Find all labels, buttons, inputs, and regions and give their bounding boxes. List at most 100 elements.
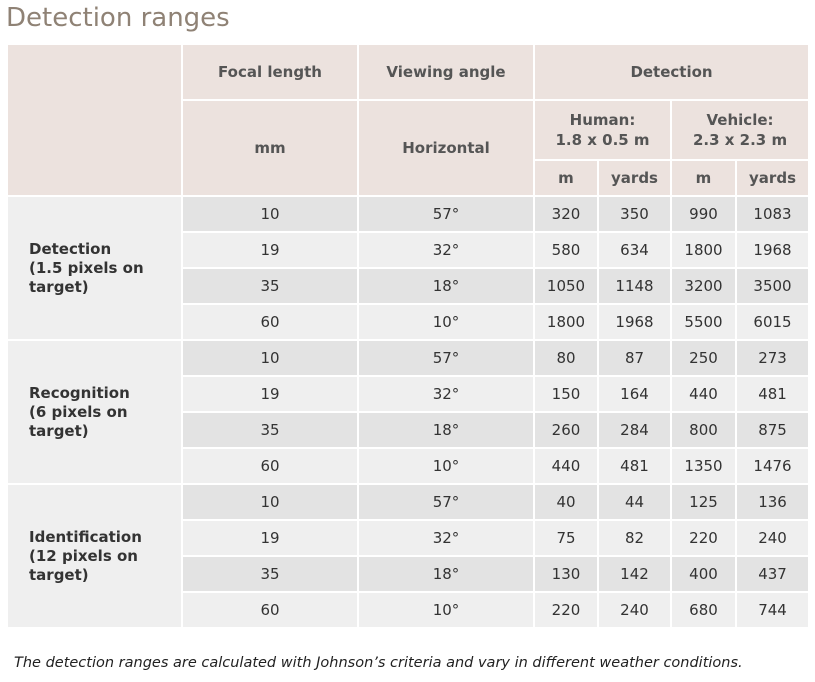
focal-length-cell: 19 — [181, 231, 359, 269]
viewing-angle-cell: 32° — [357, 519, 535, 557]
human-yards-cell: 82 — [597, 519, 672, 557]
vehicle-m-cell: 990 — [670, 195, 737, 233]
viewing-angle-cell: 57° — [357, 483, 535, 521]
human-m-cell: 320 — [533, 195, 599, 233]
vehicle-yards-cell: 136 — [734, 483, 811, 521]
vehicle-yards-cell: 744 — [734, 591, 811, 629]
focal-length-cell: 35 — [181, 267, 359, 305]
vehicle-yards-cell: 273 — [734, 339, 811, 377]
table-row: 35 18° 1050 1148 3200 3500 — [7, 267, 811, 305]
table-row: 60 10° 1800 1968 5500 6015 — [7, 303, 811, 341]
human-yards-cell: 142 — [597, 555, 672, 593]
mm-header: mm — [181, 99, 359, 197]
vehicle-m-cell: 680 — [670, 591, 737, 629]
table-row: 60 10° 440 481 1350 1476 — [7, 447, 811, 485]
table-row: 19 32° 580 634 1800 1968 — [7, 231, 811, 269]
unit-header-vehicle-yards: yards — [734, 159, 811, 197]
vehicle-m-cell: 440 — [670, 375, 737, 413]
viewing-angle-cell: 57° — [357, 195, 535, 233]
group-label: Identification (12 pixels on target) — [6, 483, 183, 629]
human-m-cell: 40 — [533, 483, 599, 521]
footnote: The detection ranges are calculated with… — [14, 655, 743, 671]
human-m-cell: 440 — [533, 447, 599, 485]
focal-length-cell: 10 — [181, 339, 359, 377]
human-yards-cell: 1968 — [597, 303, 672, 341]
detection-header: Detection — [532, 43, 811, 101]
table-row: 35 18° 260 284 800 875 — [7, 411, 811, 449]
vehicle-m-cell: 250 — [670, 339, 737, 377]
focal-length-cell: 19 — [181, 375, 359, 413]
table-row: 35 18° 130 142 400 437 — [7, 555, 811, 593]
vehicle-yards-cell: 1968 — [734, 231, 811, 269]
vehicle-yards-cell: 240 — [734, 519, 811, 557]
table-row: 19 32° 150 164 440 481 — [7, 375, 811, 413]
focal-length-cell: 10 — [181, 483, 359, 521]
group-label: Recognition (6 pixels on target) — [6, 339, 183, 485]
human-yards-cell: 350 — [597, 195, 672, 233]
focal-length-cell: 60 — [181, 447, 359, 485]
human-m-cell: 80 — [533, 339, 599, 377]
vehicle-yards-cell: 1083 — [734, 195, 811, 233]
vehicle-yards-cell: 481 — [734, 375, 811, 413]
human-yards-cell: 164 — [597, 375, 672, 413]
detection-ranges-table: Focal length Viewing angle Detection mm … — [6, 43, 811, 629]
vehicle-yards-cell: 437 — [734, 555, 811, 593]
human-yards-cell: 240 — [597, 591, 672, 629]
vehicle-m-cell: 1800 — [670, 231, 737, 269]
viewing-angle-cell: 32° — [357, 375, 535, 413]
viewing-angle-cell: 57° — [357, 339, 535, 377]
corner-cell — [6, 43, 183, 197]
viewing-angle-cell: 18° — [357, 267, 535, 305]
human-m-cell: 220 — [533, 591, 599, 629]
unit-header-human-m: m — [533, 159, 599, 197]
viewing-angle-header: Viewing angle — [357, 43, 535, 101]
vehicle-m-cell: 800 — [670, 411, 737, 449]
focal-length-cell: 10 — [181, 195, 359, 233]
human-m-cell: 580 — [533, 231, 599, 269]
vehicle-m-cell: 1350 — [670, 447, 737, 485]
human-yards-cell: 284 — [597, 411, 672, 449]
viewing-angle-cell: 10° — [357, 447, 535, 485]
focal-length-header: Focal length — [181, 43, 359, 101]
human-yards-cell: 87 — [597, 339, 672, 377]
viewing-angle-cell: 18° — [357, 411, 535, 449]
human-yards-cell: 1148 — [597, 267, 672, 305]
table-row: 60 10° 220 240 680 744 — [7, 591, 811, 629]
human-m-cell: 75 — [533, 519, 599, 557]
vehicle-m-cell: 3200 — [670, 267, 737, 305]
human-m-cell: 130 — [533, 555, 599, 593]
page-title: Detection ranges — [6, 3, 230, 33]
table-header: Focal length Viewing angle Detection mm … — [6, 43, 811, 197]
focal-length-cell: 35 — [181, 411, 359, 449]
vehicle-yards-cell: 6015 — [734, 303, 811, 341]
viewing-angle-cell: 18° — [357, 555, 535, 593]
focal-length-cell: 35 — [181, 555, 359, 593]
horizontal-header: Horizontal — [357, 99, 535, 197]
unit-header-human-yards: yards — [597, 159, 672, 197]
table-row: 19 32° 75 82 220 240 — [7, 519, 811, 557]
vehicle-header: Vehicle: 2.3 x 2.3 m — [669, 99, 811, 161]
human-m-cell: 1050 — [533, 267, 599, 305]
vehicle-yards-cell: 1476 — [734, 447, 811, 485]
viewing-angle-cell: 32° — [357, 231, 535, 269]
vehicle-m-cell: 400 — [670, 555, 737, 593]
group-label: Detection (1.5 pixels on target) — [6, 195, 183, 341]
vehicle-m-cell: 5500 — [670, 303, 737, 341]
human-yards-cell: 634 — [597, 231, 672, 269]
human-m-cell: 1800 — [533, 303, 599, 341]
table-body: Detection (1.5 pixels on target) 10 57° 320… — [6, 195, 811, 629]
human-m-cell: 260 — [533, 411, 599, 449]
table-row: Detection (1.5 pixels on target) 10 57° 320… — [6, 195, 811, 341]
focal-length-cell: 60 — [181, 303, 359, 341]
viewing-angle-cell: 10° — [357, 591, 535, 629]
table-row: Recognition (6 pixels on target) 10 57° 80 8… — [6, 339, 811, 485]
human-yards-cell: 481 — [597, 447, 672, 485]
table-row: Identification (12 pixels on target) 10 57… — [6, 483, 811, 629]
focal-length-cell: 60 — [181, 591, 359, 629]
vehicle-m-cell: 125 — [670, 483, 737, 521]
focal-length-cell: 19 — [181, 519, 359, 557]
human-yards-cell: 44 — [597, 483, 672, 521]
vehicle-yards-cell: 875 — [734, 411, 811, 449]
vehicle-m-cell: 220 — [670, 519, 737, 557]
unit-header-vehicle-m: m — [670, 159, 737, 197]
